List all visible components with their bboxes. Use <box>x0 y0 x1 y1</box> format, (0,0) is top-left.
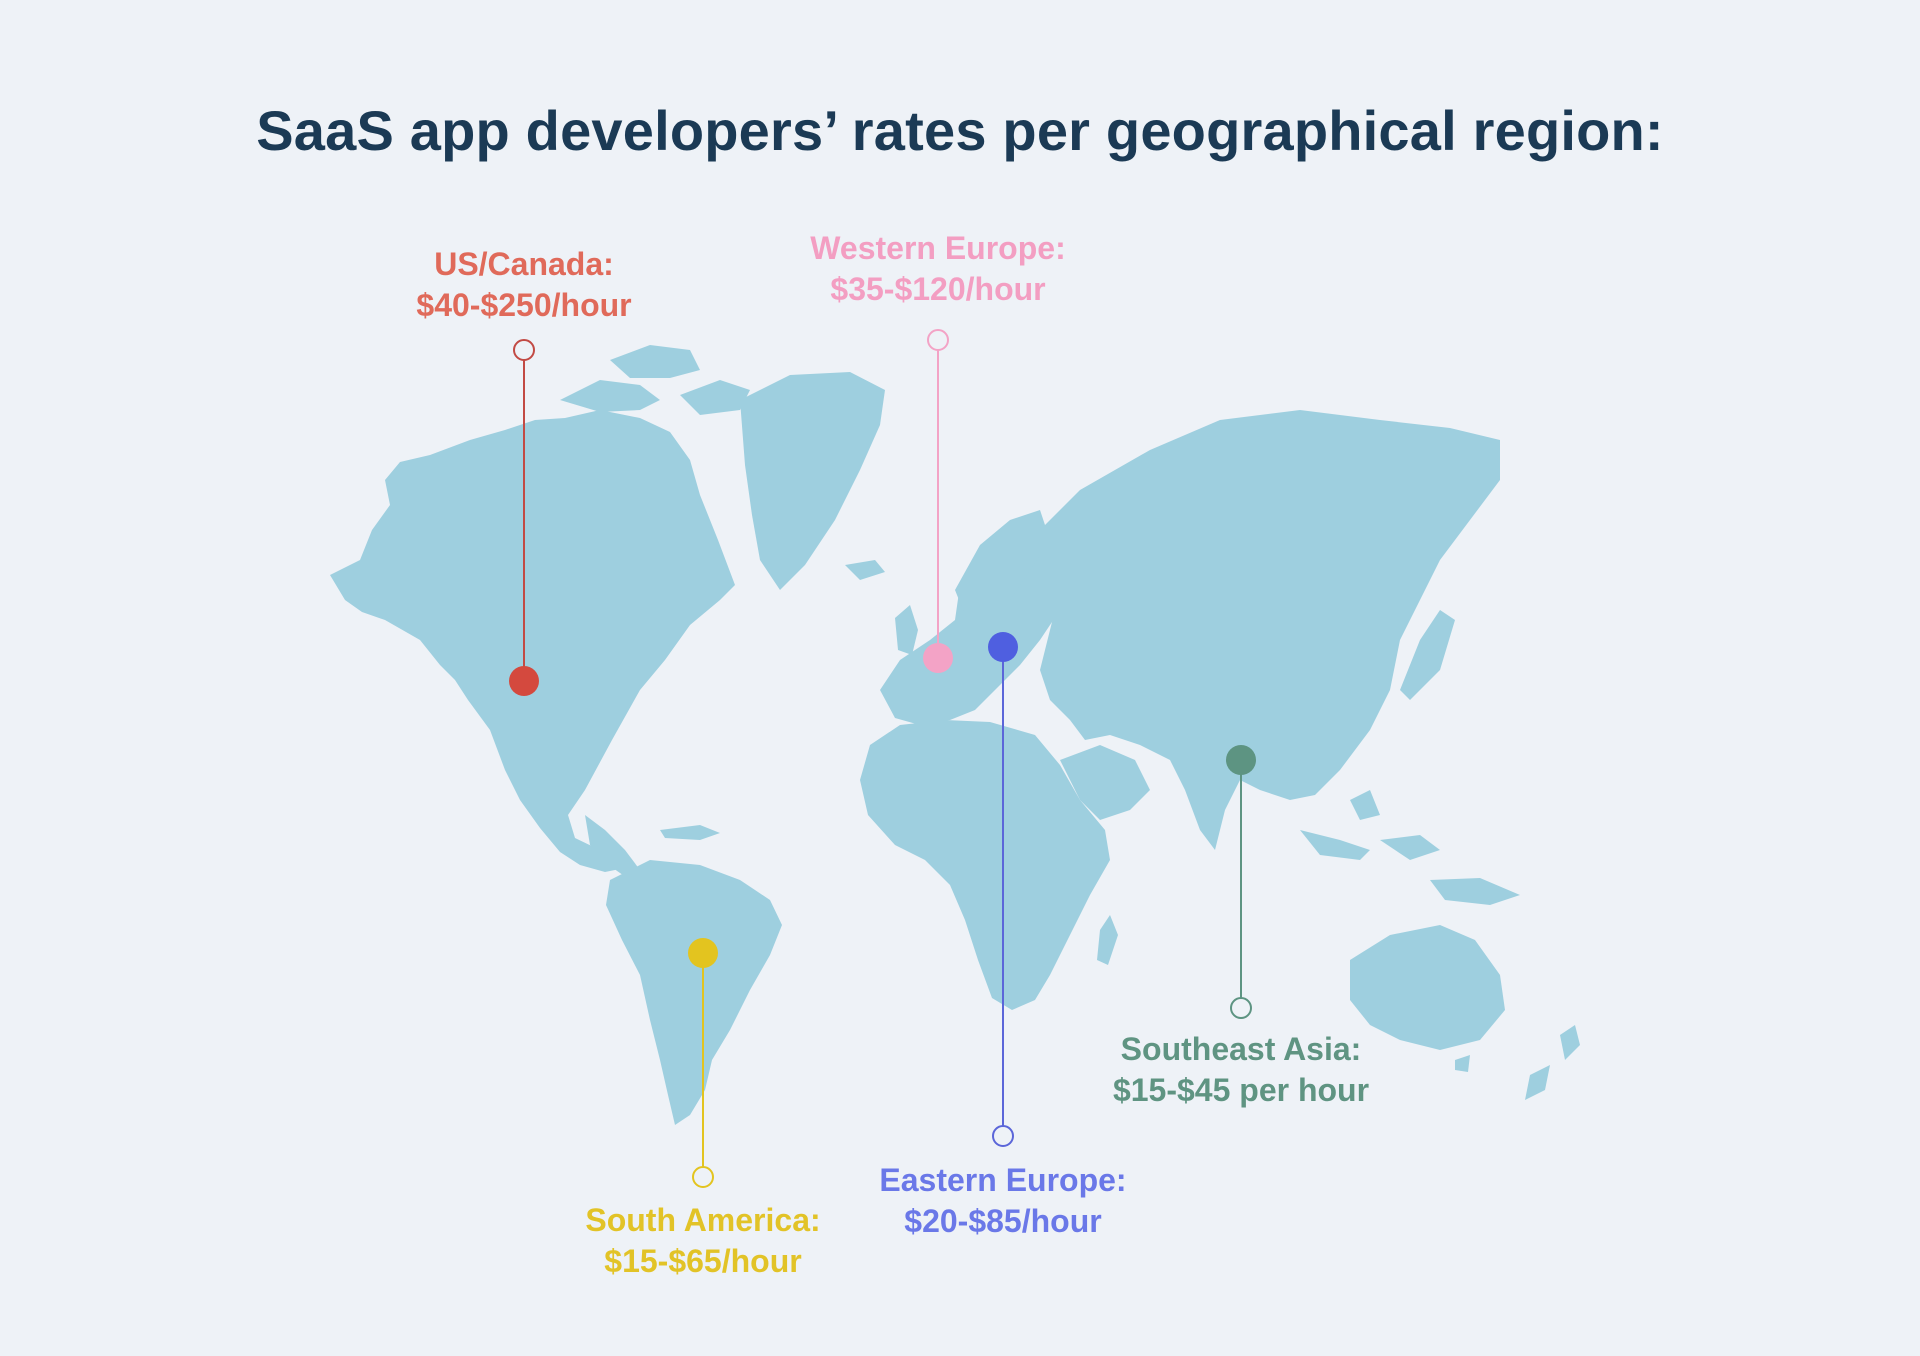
label-eastern-europe: Eastern Europe: $20-$85/hour <box>793 1160 1213 1242</box>
label-us-canada: US/Canada: $40-$250/hour <box>314 244 734 326</box>
western-europe-ring-marker <box>927 329 949 351</box>
africa <box>860 720 1110 1010</box>
south-america <box>606 860 782 1125</box>
scandinavia <box>955 510 1050 620</box>
europe <box>880 540 1070 725</box>
label-south-america: South America: $15-$65/hour <box>493 1200 913 1282</box>
region-name: Eastern Europe: <box>879 1162 1127 1198</box>
japan <box>1400 610 1455 700</box>
western-europe-location-dot <box>923 643 953 673</box>
land-masses <box>330 345 1580 1125</box>
new-zealand <box>1560 1025 1580 1060</box>
sea-islands <box>1300 830 1370 860</box>
region-name: South America: <box>585 1202 821 1238</box>
iceland <box>845 560 885 580</box>
region-rate: $35-$120/hour <box>830 271 1046 307</box>
eastern-europe-location-dot <box>988 632 1018 662</box>
us-canada-location-dot <box>509 666 539 696</box>
region-rate: $40-$250/hour <box>416 287 632 323</box>
uk <box>895 605 918 655</box>
region-rate: $20-$85/hour <box>904 1203 1102 1239</box>
southeast-asia-ring-marker <box>1230 997 1252 1019</box>
us-canada-ring-marker <box>513 339 535 361</box>
arabia <box>1060 745 1150 820</box>
south-america-ring-marker <box>692 1166 714 1188</box>
region-name: Southeast Asia: <box>1120 1031 1362 1067</box>
region-markers <box>509 329 1256 1188</box>
madagascar <box>1097 915 1118 965</box>
australia <box>1350 925 1505 1050</box>
page-title: SaaS app developers’ rates per geographi… <box>256 99 1664 162</box>
region-name: US/Canada: <box>434 246 614 282</box>
greenland <box>740 372 885 590</box>
north-america <box>330 410 735 872</box>
region-rate: $15-$45 per hour <box>1112 1072 1370 1108</box>
asia <box>1030 410 1500 850</box>
southeast-asia-location-dot <box>1226 745 1256 775</box>
arctic-islands <box>560 380 660 412</box>
label-western-europe: Western Europe: $35-$120/hour <box>728 228 1148 310</box>
eastern-europe-ring-marker <box>992 1125 1014 1147</box>
region-rate: $15-$65/hour <box>604 1243 802 1279</box>
label-southeast-asia: Southeast Asia: $15-$45 per hour <box>1031 1029 1451 1111</box>
central-america <box>585 815 640 880</box>
south-america-location-dot <box>688 938 718 968</box>
region-name: Western Europe: <box>810 230 1066 266</box>
